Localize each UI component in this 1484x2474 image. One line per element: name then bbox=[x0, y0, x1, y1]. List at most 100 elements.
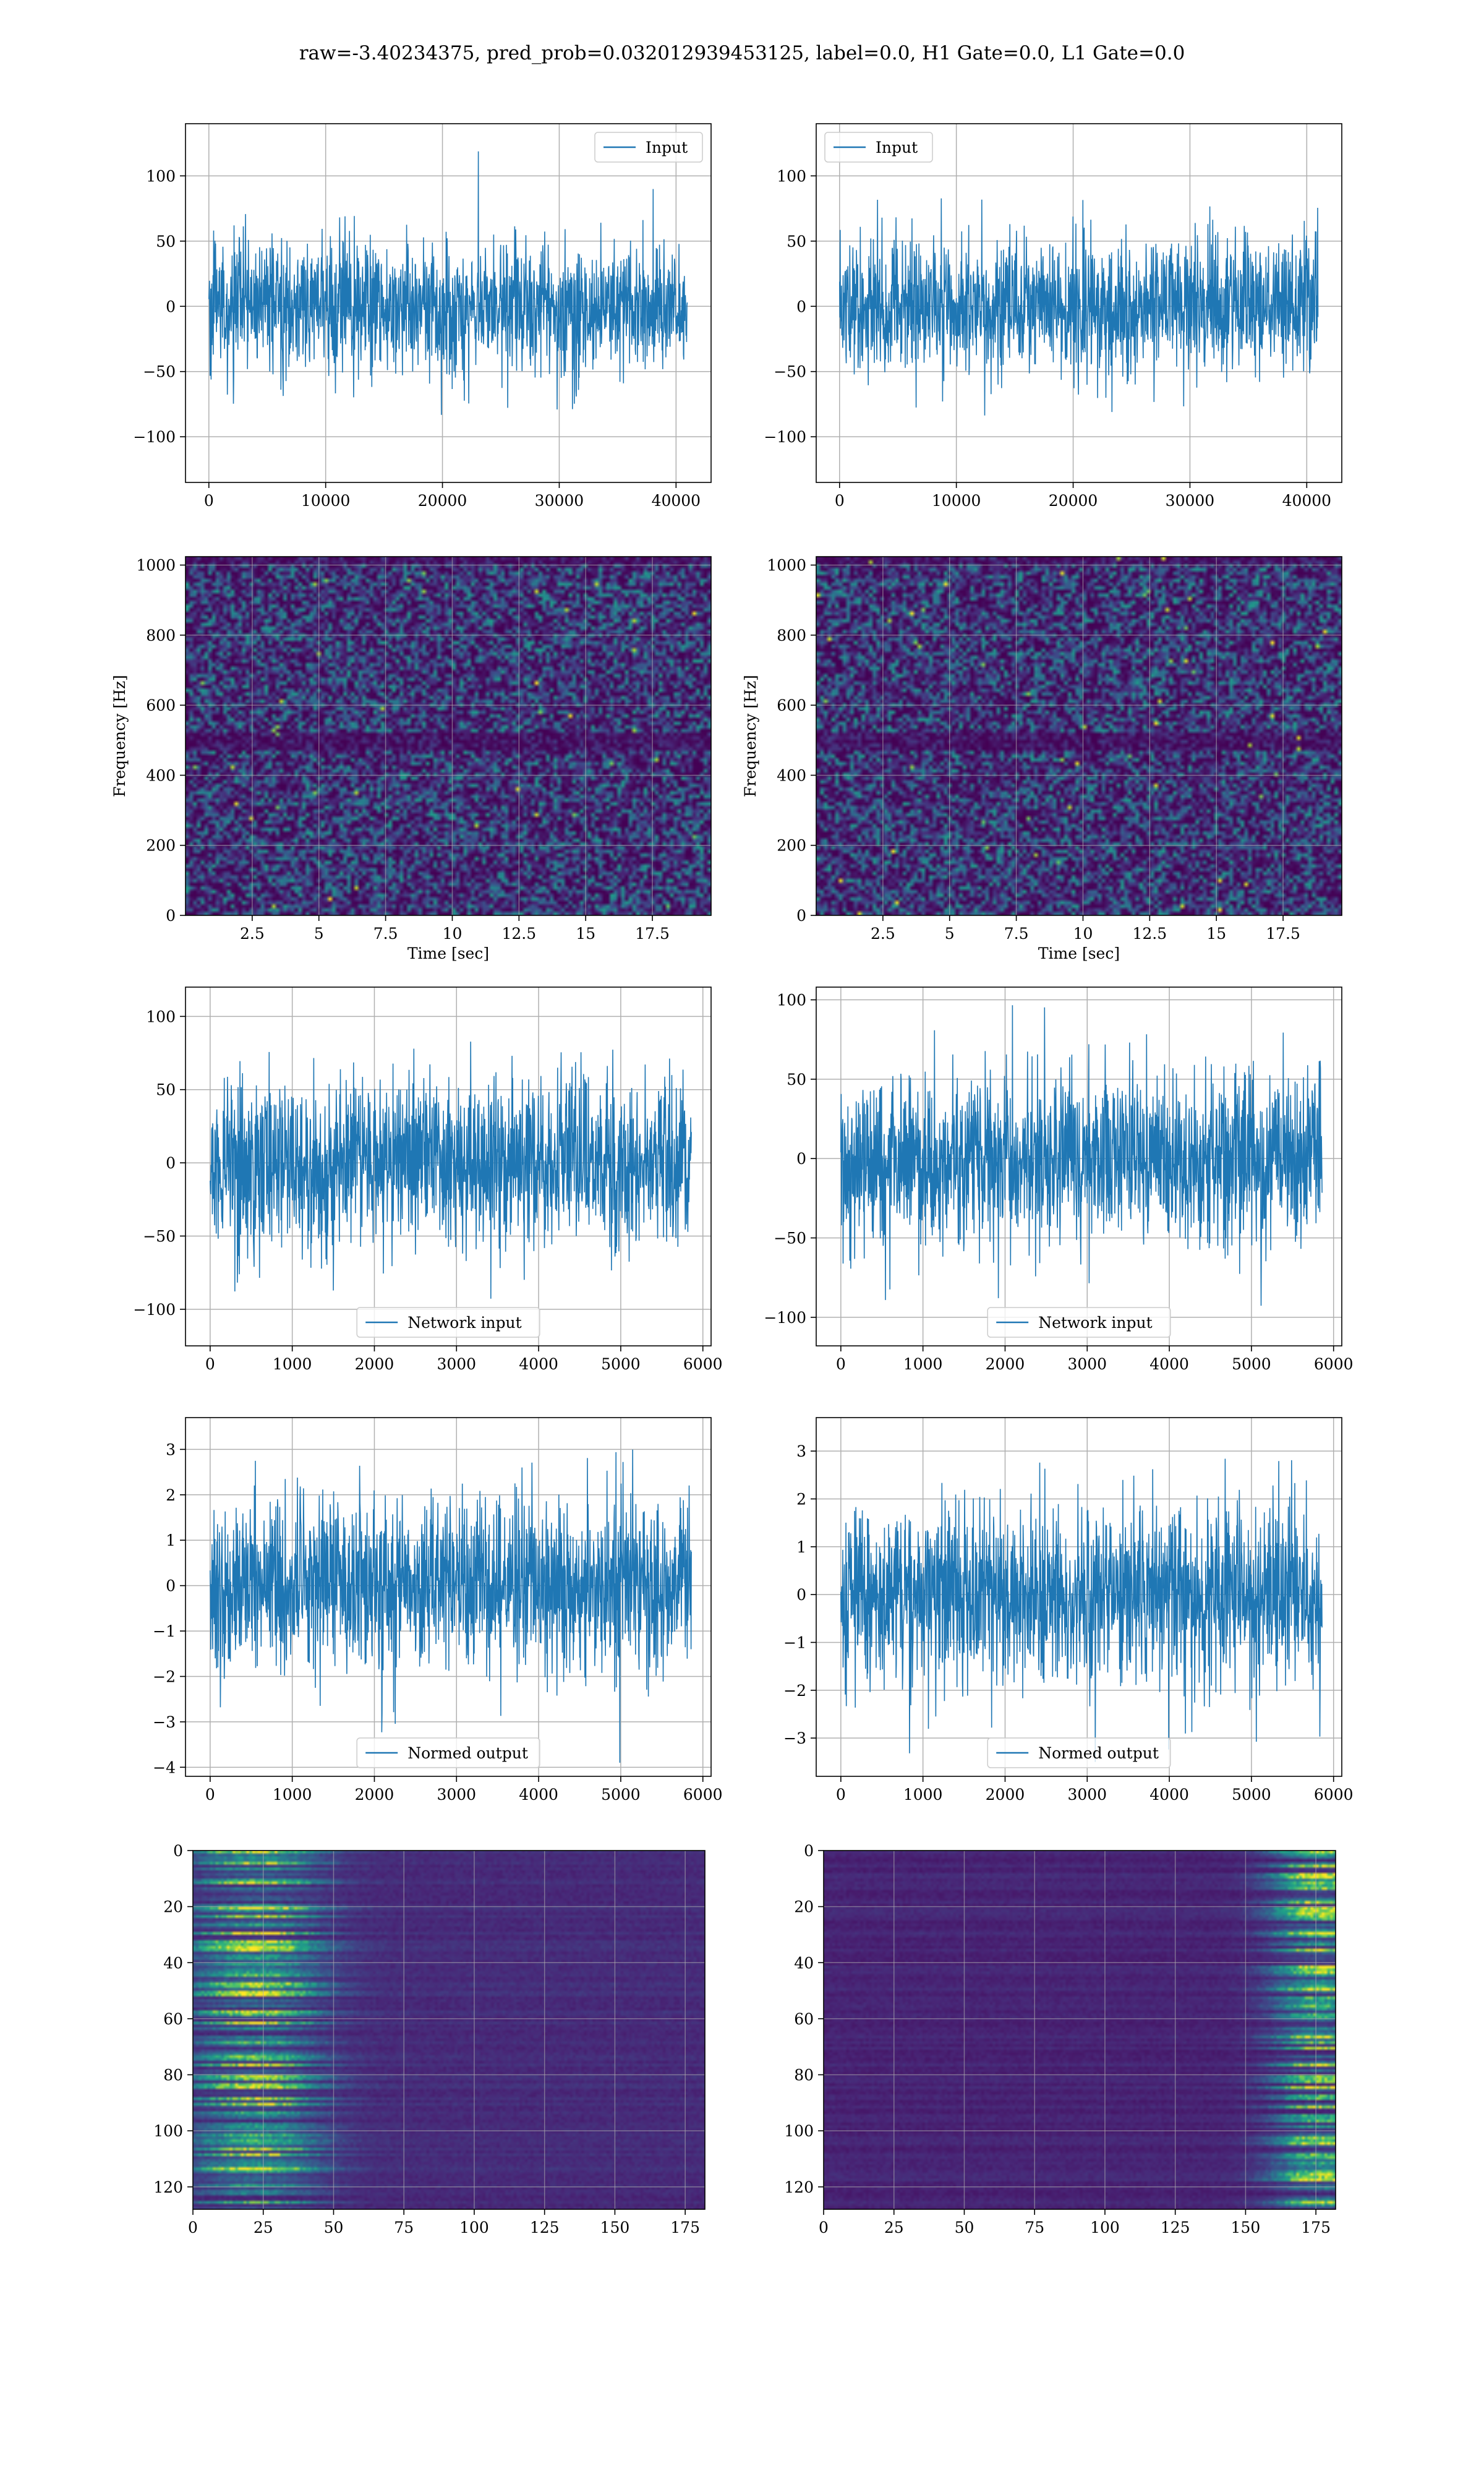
normed-h1-legend-label: Normed output bbox=[407, 1744, 528, 1762]
spec-h1-xtick-label-6: 17.5 bbox=[635, 925, 670, 943]
feat-h1-xtick-label-7: 175 bbox=[670, 2219, 700, 2236]
normed-l1-xtick-label-5: 5000 bbox=[1232, 1786, 1271, 1804]
normed-l1-ytick-label-0: −3 bbox=[783, 1729, 806, 1747]
input-h1-ytick-label-3: 50 bbox=[156, 233, 176, 250]
normed-h1-legend: Normed output bbox=[356, 1737, 540, 1768]
input-h1-series-line bbox=[208, 151, 688, 415]
spec-l1-ytick-label-2: 400 bbox=[777, 766, 806, 784]
feat-h1-ytick-label-2: 40 bbox=[163, 1954, 183, 1972]
input-h1-ytick-label-4: 100 bbox=[146, 167, 176, 185]
netin-h1-ytick-label-1: −50 bbox=[143, 1227, 176, 1245]
feat-l1-frame bbox=[823, 1850, 1336, 2210]
spec-l1-xtick-label-0: 2.5 bbox=[871, 925, 895, 943]
spec-l1-xlabel: Time [sec] bbox=[1038, 944, 1120, 962]
input-l1-ytick-label-2: 0 bbox=[796, 297, 806, 315]
feat-l1-xtick-label-5: 125 bbox=[1161, 2219, 1190, 2236]
feat-l1-xtick-label-4: 100 bbox=[1090, 2219, 1120, 2236]
feat-l1-ytick-label-3: 60 bbox=[794, 2010, 814, 2028]
spec-h1-ytick-label-1: 200 bbox=[146, 837, 176, 855]
spec-h1-ylabel: Frequency [Hz] bbox=[111, 675, 129, 797]
netin-h1-ytick-label-4: 100 bbox=[146, 1008, 176, 1025]
netin-l1-ytick-label-3: 50 bbox=[787, 1071, 806, 1089]
spec-l1-heatmap-image bbox=[816, 557, 1342, 915]
input-l1-legend-label: Input bbox=[876, 139, 918, 156]
normed-h1-xtick-label-2: 2000 bbox=[355, 1786, 394, 1804]
spec-h1-heatmap-image bbox=[186, 557, 711, 915]
input-h1-legend-label: Input bbox=[646, 139, 688, 156]
spec-h1-xlabel: Time [sec] bbox=[407, 944, 489, 962]
input-h1-ytick-label-2: 0 bbox=[166, 297, 176, 315]
netin-l1-ytick-label-1: −50 bbox=[774, 1229, 806, 1247]
normed-l1-ytick-label-3: 0 bbox=[796, 1586, 806, 1604]
normed-l1-xtick-label-6: 6000 bbox=[1314, 1786, 1354, 1804]
feat-h1-xtick-label-3: 75 bbox=[394, 2219, 414, 2236]
feat-l1-ytick-label-0: 0 bbox=[804, 1842, 814, 1860]
netin-l1-ytick-label-2: 0 bbox=[796, 1150, 806, 1168]
normed-l1-legend: Normed output bbox=[987, 1737, 1171, 1768]
feat-h1-ytick-label-0: 0 bbox=[173, 1842, 183, 1860]
normed-l1-xtick-label-1: 1000 bbox=[903, 1786, 943, 1804]
feat-l1-ytick-label-6: 120 bbox=[784, 2178, 814, 2196]
spec-l1-ylabel: Frequency [Hz] bbox=[741, 675, 759, 797]
normed-l1-ytick-label-4: 1 bbox=[796, 1538, 806, 1556]
normed-l1-xtick-label-0: 0 bbox=[836, 1786, 846, 1804]
input-l1-xtick-label-1: 10000 bbox=[932, 492, 981, 510]
normed-l1-legend-box bbox=[987, 1737, 1171, 1768]
spec-h1-xtick-label-3: 10 bbox=[443, 925, 463, 943]
spec-h1-ytick-label-5: 1000 bbox=[136, 557, 176, 575]
input-l1-frame bbox=[816, 123, 1342, 483]
feat-l1-xtick-label-3: 75 bbox=[1025, 2219, 1044, 2236]
netin-l1-xtick-label-4: 4000 bbox=[1149, 1355, 1189, 1373]
netin-l1-xtick-label-6: 6000 bbox=[1314, 1355, 1354, 1373]
input-h1-xtick-label-2: 20000 bbox=[418, 492, 467, 510]
input-l1-ytick-label-1: −50 bbox=[774, 363, 806, 381]
spec-h1-ytick-label-3: 600 bbox=[146, 696, 176, 714]
input-h1-ytick-label-1: −50 bbox=[143, 363, 176, 381]
figure-title: raw=-3.40234375, pred_prob=0.03201293945… bbox=[299, 42, 1185, 64]
normed-h1-series-line bbox=[210, 1449, 692, 1763]
netin-l1-xtick-label-0: 0 bbox=[836, 1355, 846, 1373]
input-h1-xtick-label-3: 30000 bbox=[535, 492, 584, 510]
normed-h1-ytick-label-3: −1 bbox=[153, 1622, 176, 1640]
netin-h1-legend-label: Network input bbox=[407, 1314, 521, 1332]
spec-h1-frame bbox=[185, 556, 712, 916]
netin-l1-xtick-label-1: 1000 bbox=[903, 1355, 943, 1373]
input-l1-legend-box bbox=[824, 132, 933, 163]
input-l1-ytick-label-4: 100 bbox=[777, 167, 806, 185]
spec-l1-xtick-label-6: 17.5 bbox=[1266, 925, 1300, 943]
netin-l1-series-line bbox=[840, 1005, 1323, 1306]
normed-h1-ytick-label-2: −2 bbox=[153, 1667, 176, 1685]
netin-h1-frame bbox=[185, 987, 712, 1346]
netin-l1-ytick-label-4: 100 bbox=[777, 991, 806, 1009]
spec-l1-xtick-label-3: 10 bbox=[1073, 925, 1093, 943]
spec-h1-grid bbox=[186, 557, 711, 916]
normed-l1-ytick-label-2: −1 bbox=[783, 1633, 806, 1651]
feat-l1-xtick-label-6: 150 bbox=[1231, 2219, 1261, 2236]
input-l1-ytick-label-3: 50 bbox=[787, 233, 806, 250]
netin-h1-xtick-label-0: 0 bbox=[205, 1355, 215, 1373]
feat-h1-xtick-label-6: 150 bbox=[600, 2219, 630, 2236]
input-h1-legend: Input bbox=[594, 132, 703, 163]
input-l1-xtick-label-4: 40000 bbox=[1282, 492, 1332, 510]
feat-h1-ytick-label-5: 100 bbox=[153, 2122, 183, 2140]
input-h1-legend-box bbox=[594, 132, 703, 163]
netin-h1-xtick-label-3: 3000 bbox=[437, 1355, 476, 1373]
feat-l1-ytick-label-4: 80 bbox=[794, 2066, 814, 2084]
netin-h1-ytick-label-2: 0 bbox=[166, 1154, 176, 1172]
netin-h1-legend: Network input bbox=[356, 1307, 540, 1338]
normed-h1-ytick-label-0: −4 bbox=[153, 1758, 176, 1776]
feat-l1-xtick-label-1: 25 bbox=[884, 2219, 904, 2236]
input-h1-xtick-label-4: 40000 bbox=[652, 492, 701, 510]
netin-l1-legend: Network input bbox=[987, 1307, 1171, 1338]
spec-l1-ytick-label-3: 600 bbox=[777, 696, 806, 714]
feat-l1-xtick-label-0: 0 bbox=[819, 2219, 829, 2236]
normed-h1-ytick-label-7: 3 bbox=[166, 1440, 176, 1458]
spec-h1-xtick-label-0: 2.5 bbox=[240, 925, 265, 943]
feat-h1-frame bbox=[192, 1850, 706, 2210]
input-h1-frame bbox=[185, 123, 712, 483]
feat-h1-xtick-label-4: 100 bbox=[459, 2219, 489, 2236]
netin-l1-ytick-label-0: −100 bbox=[764, 1309, 806, 1327]
normed-h1-xtick-label-0: 0 bbox=[205, 1786, 215, 1804]
spec-h1-chart: 2.5 5 7.5 10 12.5 15 17.5 0 200 400 600 800 1000 Time… bbox=[111, 556, 712, 962]
spec-h1-xtick-label-4: 12.5 bbox=[502, 925, 537, 943]
